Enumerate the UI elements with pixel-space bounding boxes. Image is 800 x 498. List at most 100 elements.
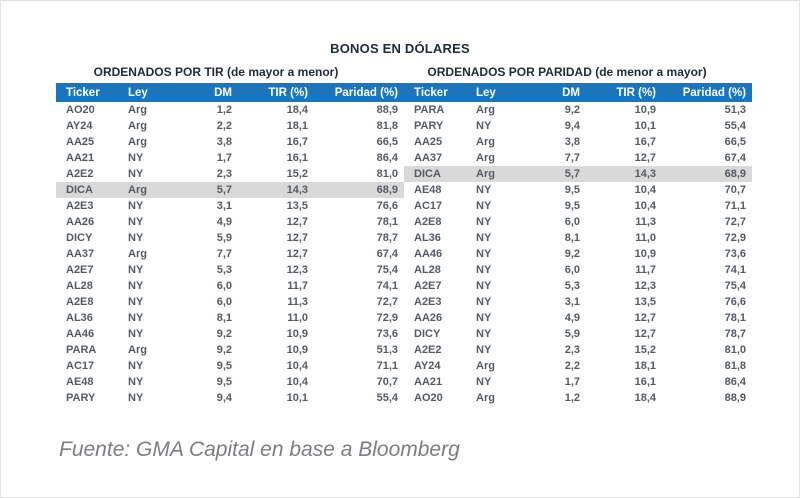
cell-tir: 11,3 [287,296,308,308]
cell-tir: 13,5 [634,296,656,308]
cell-ley: NY [128,152,144,164]
cell-dm: 9,2 [216,344,232,356]
cell-ley: NY [476,264,492,276]
cell-dm: 3,8 [564,136,580,148]
cell-dm: 9,5 [216,376,232,388]
page-title: BONOS EN DÓLARES [330,41,470,56]
cell-ticker: A2E3 [66,200,94,212]
table-row: DICA Arg 5,7 14,3 68,9 [56,182,404,198]
cell-tir: 10,9 [286,344,308,356]
cell-ticker: PARY [414,120,444,132]
cell-dm: 2,3 [564,344,580,356]
cell-dm: 3,1 [216,200,232,212]
table-row: AL28 NY 6,0 11,7 74,1 [56,278,404,294]
cell-ticker: AA25 [66,136,95,148]
cell-ley: NY [128,376,144,388]
cell-ley: NY [476,344,492,356]
cell-dm: 9,4 [564,120,580,132]
cell-dm: 9,5 [564,200,580,212]
table-row: AC17 NY 9,5 10,4 71,1 [404,198,752,214]
cell-tir: 10,1 [286,392,308,404]
cell-ticker: AL28 [66,280,93,292]
column-header-paridad: Paridad (%) [312,83,404,102]
cell-paridad: 76,6 [376,200,398,212]
table-row: AY24 Arg 2,2 18,1 81,8 [56,118,404,134]
cell-ticker: DICA [56,182,124,198]
table-row: AA37 Arg 7,7 12,7 67,4 [404,150,752,166]
cell-dm: 2,3 [216,168,232,180]
table-row: AO20 Arg 1,2 18,4 88,9 [56,102,404,118]
cell-ticker: AE48 [66,376,94,388]
cell-ley: NY [476,312,492,324]
table-row: AA26 NY 4,9 12,7 78,1 [56,214,404,230]
cell-ley: NY [476,232,492,244]
cell-ticker: PARA [66,344,97,356]
cell-paridad: 55,4 [724,120,746,132]
table-header-row: Ticker Ley DM TIR (%) Paridad (%) [404,83,752,102]
cell-dm: 3,1 [564,296,580,308]
cell-dm: 1,2 [564,392,580,404]
tables-container: ORDENADOS POR TIR (de mayor a menor) Tic… [1,65,799,406]
column-header-ticker: Ticker [56,83,124,102]
cell-paridad: 51,3 [724,104,746,116]
table-body-por-tir: AO20 Arg 1,2 18,4 88,9 AY24 Arg 2,2 18,1 81,8 AA25… [56,102,404,406]
column-header-ticker: Ticker [404,83,472,102]
cell-dm: 5,9 [564,328,580,340]
table-section-por-paridad: ORDENADOS POR PARIDAD (de menor a mayor)… [404,65,752,406]
cell-tir: 10,9 [286,328,308,340]
cell-ley: NY [476,376,492,388]
cell-paridad: 66,5 [376,136,398,148]
table-header-row: Ticker Ley DM TIR (%) Paridad (%) [56,83,404,102]
cell-ticker: AA26 [66,216,95,228]
table-row: A2E2 NY 2,3 15,2 81,0 [56,166,404,182]
cell-ley: NY [128,296,144,308]
cell-dm: 5,7 [528,166,584,182]
cell-tir: 10,1 [634,120,656,132]
cell-ley: NY [476,248,492,260]
cell-tir: 15,2 [634,344,656,356]
table-row: AO20 Arg 1,2 18,4 88,9 [404,390,752,406]
table-por-paridad: Ticker Ley DM TIR (%) Paridad (%) PARA Ar… [404,83,752,406]
table-row: A2E7 NY 5,3 12,3 75,4 [56,262,404,278]
cell-ticker: AA21 [414,376,443,388]
cell-ley: Arg [128,248,147,260]
cell-ley: NY [128,168,144,180]
cell-paridad: 66,5 [724,136,746,148]
table-row: AL36 NY 8,1 11,0 72,9 [404,230,752,246]
column-header-tir: TIR (%) [236,83,312,102]
table-row: AL36 NY 8,1 11,0 72,9 [56,310,404,326]
cell-paridad: 78,7 [376,232,398,244]
cell-ticker: AY24 [66,120,93,132]
cell-dm: 2,2 [564,360,580,372]
cell-paridad: 55,4 [376,392,398,404]
cell-ticker: AA46 [66,328,95,340]
cell-tir: 18,4 [286,104,308,116]
cell-paridad: 67,4 [376,248,398,260]
table-row: PARY NY 9,4 10,1 55,4 [404,118,752,134]
cell-paridad: 78,1 [376,216,398,228]
cell-dm: 1,7 [564,376,580,388]
cell-tir: 11,7 [635,264,656,276]
cell-tir: 10,4 [634,200,656,212]
cell-paridad: 67,4 [724,152,746,164]
table-row: AE48 NY 9,5 10,4 70,7 [56,374,404,390]
cell-dm: 6,0 [564,264,580,276]
cell-ley: Arg [128,136,147,148]
table-row: A2E3 NY 3,1 13,5 76,6 [56,198,404,214]
cell-ticker: AL36 [66,312,93,324]
cell-ley: NY [128,328,144,340]
cell-dm: 6,0 [564,216,580,228]
table-row: AY24 Arg 2,2 18,1 81,8 [404,358,752,374]
cell-tir: 10,4 [286,360,308,372]
table-body-por-paridad: PARA Arg 9,2 10,9 51,3 PARY NY 9,4 10,1 55,4 AA25 A… [404,102,752,406]
cell-dm: 6,0 [216,296,232,308]
cell-dm: 9,5 [216,360,232,372]
cell-ley: Arg [128,104,147,116]
cell-paridad: 81,0 [724,344,746,356]
cell-paridad: 72,9 [724,232,746,244]
cell-dm: 8,1 [216,312,232,324]
cell-dm: 8,1 [564,232,580,244]
cell-ticker: AC17 [66,360,95,372]
cell-ley: Arg [124,182,180,198]
